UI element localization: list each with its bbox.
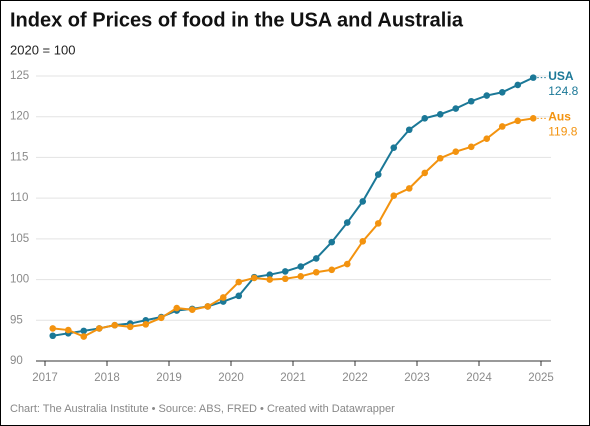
- subtitle: 2020 = 100: [10, 42, 75, 57]
- point: [405, 185, 413, 192]
- point: [498, 88, 506, 96]
- x-tick-label: 2017: [32, 372, 58, 384]
- x-tick-label: 2020: [218, 372, 244, 384]
- y-tick-label: 95: [10, 314, 23, 326]
- y-tick-label: 110: [10, 192, 28, 204]
- point: [374, 220, 382, 227]
- point: [266, 271, 274, 278]
- point: [343, 260, 351, 268]
- x-tick-label: 2018: [94, 372, 120, 384]
- value-label: 119.8: [548, 125, 577, 139]
- point: [281, 268, 289, 275]
- point: [281, 275, 289, 283]
- point: [142, 321, 150, 328]
- point: [266, 276, 274, 283]
- point: [126, 323, 134, 331]
- point: [436, 110, 444, 118]
- x-tick-label: 2025: [528, 372, 554, 384]
- x-tick-label: 2022: [342, 372, 368, 384]
- point: [374, 171, 382, 178]
- point: [328, 266, 336, 274]
- point: [421, 169, 429, 177]
- point: [343, 219, 351, 226]
- point: [80, 333, 88, 340]
- y-tick-label: 115: [10, 151, 28, 163]
- point: [421, 115, 429, 122]
- point: [529, 74, 537, 81]
- point: [204, 303, 212, 310]
- point: [514, 81, 522, 89]
- point: [219, 294, 227, 301]
- point: [312, 268, 320, 276]
- point: [297, 263, 305, 270]
- point: [235, 278, 243, 286]
- point: [514, 117, 522, 125]
- point: [467, 97, 475, 105]
- point: [390, 144, 398, 151]
- point: [359, 238, 367, 245]
- source: Chart: The Australia Institute • Source:…: [10, 403, 395, 415]
- point: [64, 326, 72, 334]
- x-tick-label: 2019: [156, 372, 182, 384]
- y-tick-label: 125: [10, 70, 29, 82]
- x-tick-label: 2023: [404, 372, 430, 384]
- point: [328, 238, 336, 246]
- point: [80, 327, 88, 335]
- point: [111, 321, 119, 329]
- x-tick-label: 2024: [466, 372, 492, 384]
- point: [173, 304, 181, 312]
- point: [483, 135, 491, 142]
- series-label: Aus: [548, 110, 571, 124]
- point: [483, 92, 491, 99]
- point: [405, 126, 413, 134]
- series-label: USA: [548, 69, 574, 83]
- point: [436, 154, 444, 162]
- point: [157, 314, 165, 322]
- point: [49, 325, 57, 332]
- chart-title: Index of Prices of food in the USA and A…: [10, 9, 464, 31]
- point: [235, 292, 243, 300]
- y-tick-label: 105: [10, 233, 29, 245]
- point: [49, 332, 57, 340]
- point: [95, 325, 103, 332]
- point: [467, 143, 475, 151]
- point: [498, 123, 506, 130]
- point: [297, 273, 305, 280]
- y-tick-label: 100: [10, 274, 29, 286]
- x-tick-label: 2021: [280, 372, 306, 384]
- point: [188, 306, 196, 314]
- point: [452, 148, 460, 156]
- value-label: 124.8: [548, 84, 578, 98]
- point: [359, 198, 367, 205]
- point: [390, 192, 398, 199]
- point: [312, 255, 320, 262]
- point: [250, 274, 258, 282]
- y-tick-label: 120: [10, 111, 29, 123]
- point: [529, 115, 537, 122]
- point: [452, 105, 460, 112]
- y-tick-label: 90: [10, 355, 23, 367]
